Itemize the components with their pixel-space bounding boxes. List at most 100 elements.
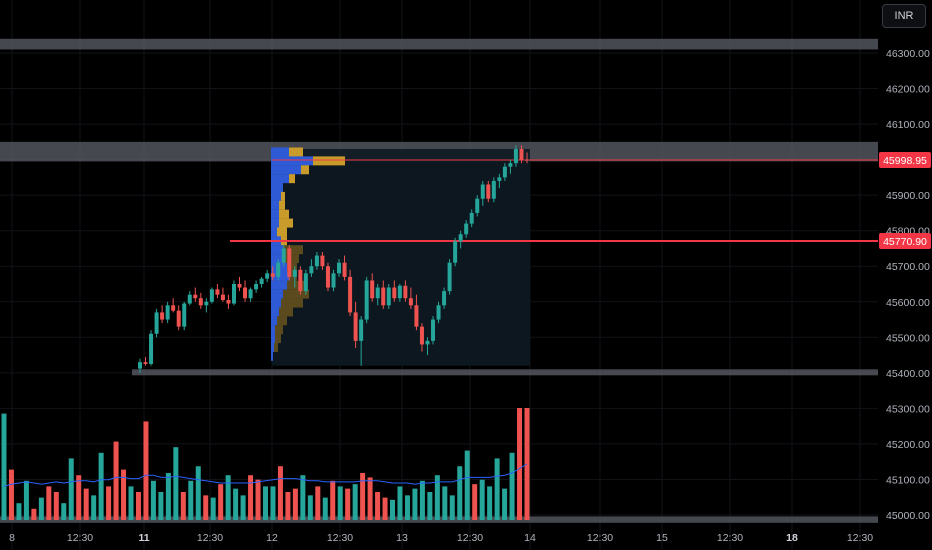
volume-bar — [76, 475, 82, 520]
candle-body — [171, 305, 176, 311]
profile-bar-blue — [271, 174, 289, 184]
profile-bar-gold — [279, 307, 293, 317]
candle-body — [464, 223, 469, 235]
profile-bar-gold — [281, 191, 285, 201]
candle-body — [187, 294, 192, 304]
candle-body — [392, 287, 397, 299]
price-tick-label: 46200.00 — [886, 84, 930, 96]
volume-bar — [375, 492, 381, 520]
candle-body — [215, 289, 220, 295]
profile-bar-gold — [289, 174, 295, 184]
price-tag-box — [879, 151, 931, 168]
profile-bar-gold — [275, 325, 283, 335]
volume-bar — [158, 492, 164, 520]
time-tick-label: 13 — [396, 532, 408, 544]
candle-body — [248, 289, 253, 299]
time-axis: 8 12:30 11 12:30 12 12:30 13 12:30 14 12:30 15 12:3… — [9, 532, 873, 544]
volume-bar — [91, 495, 97, 520]
volume-bar — [8, 469, 14, 520]
candle-body — [243, 287, 248, 299]
candle-body — [270, 273, 275, 277]
profile-bar-blue — [271, 183, 283, 193]
volume-bar — [113, 441, 119, 520]
volume-bar — [210, 497, 216, 520]
candle-body — [381, 287, 386, 306]
volume-bar — [337, 486, 343, 520]
volume-bar — [61, 503, 67, 520]
volume-bar — [292, 488, 298, 520]
candle-body — [292, 269, 297, 277]
volume-bar — [68, 458, 74, 520]
profile-bar-blue — [271, 191, 281, 201]
profile-bar-blue — [271, 200, 279, 210]
candle-body — [237, 284, 242, 288]
profile-bar-blue — [271, 218, 279, 228]
candle-body — [198, 298, 203, 306]
candle-body — [320, 255, 325, 267]
candle-body — [425, 340, 430, 345]
candle-body — [160, 312, 165, 320]
price-tick-label: 45300.00 — [886, 403, 930, 415]
volume-bar — [248, 475, 254, 520]
profile-bar-blue — [271, 307, 279, 317]
volume-bar — [367, 477, 373, 520]
volume-bar — [1, 413, 7, 520]
candle-body — [314, 255, 319, 267]
candle-body — [193, 294, 198, 299]
profile-bar-blue — [271, 334, 275, 344]
profile-bar-gold — [301, 165, 309, 175]
volume-bar — [98, 452, 104, 520]
price-tick-label: 45600.00 — [886, 297, 930, 309]
candle-body — [414, 305, 419, 327]
profile-bar-blue — [271, 298, 281, 308]
volume-bar — [345, 488, 351, 520]
time-tick-label: 12:30 — [717, 532, 743, 544]
profile-bar-blue — [271, 209, 279, 219]
volume-bar — [479, 479, 485, 520]
candle-body — [342, 262, 347, 277]
candle-body — [502, 166, 507, 178]
volume-bar — [128, 486, 134, 520]
candle-body — [265, 273, 270, 279]
candle-body — [403, 285, 408, 299]
candle-body — [436, 305, 441, 320]
time-tick-label: 12:30 — [457, 532, 483, 544]
candle-body — [508, 163, 513, 167]
candle-body — [525, 159, 529, 161]
candle-body — [475, 198, 480, 213]
volume-bar — [382, 497, 388, 520]
candle-body — [331, 273, 336, 288]
candle-body — [370, 280, 375, 299]
price-tick-label: 45500.00 — [886, 332, 930, 344]
volume-bar — [135, 492, 141, 520]
profile-bar-gold — [285, 254, 299, 264]
candlesticks — [138, 145, 529, 373]
volume-bar — [390, 499, 396, 520]
profile-bar-blue — [271, 245, 283, 255]
candle-body — [497, 177, 502, 181]
candle-body — [447, 262, 452, 292]
candle-body — [220, 294, 225, 300]
candle-body — [138, 362, 142, 369]
time-tick-label: 12:30 — [67, 532, 93, 544]
candle-body — [231, 284, 236, 304]
candle-body — [176, 310, 181, 327]
time-tick-label: 18 — [786, 532, 798, 544]
volume-bar — [225, 475, 231, 520]
volume-bar — [16, 503, 22, 520]
currency-button[interactable]: INR — [882, 4, 926, 28]
candle-body — [491, 180, 496, 199]
volume-bar — [121, 469, 127, 520]
profile-bar-blue — [271, 351, 273, 361]
volume-bar — [300, 475, 306, 520]
profile-bar-gold — [287, 263, 297, 273]
candle-body — [325, 266, 330, 288]
candle-body — [204, 301, 209, 306]
candle-body — [359, 319, 364, 341]
time-tick-label: 12:30 — [847, 532, 873, 544]
candle-body — [143, 362, 148, 364]
candle-body — [458, 234, 463, 242]
profile-bar-blue — [271, 254, 285, 264]
price-tag-label: 45770.90 — [883, 236, 927, 248]
